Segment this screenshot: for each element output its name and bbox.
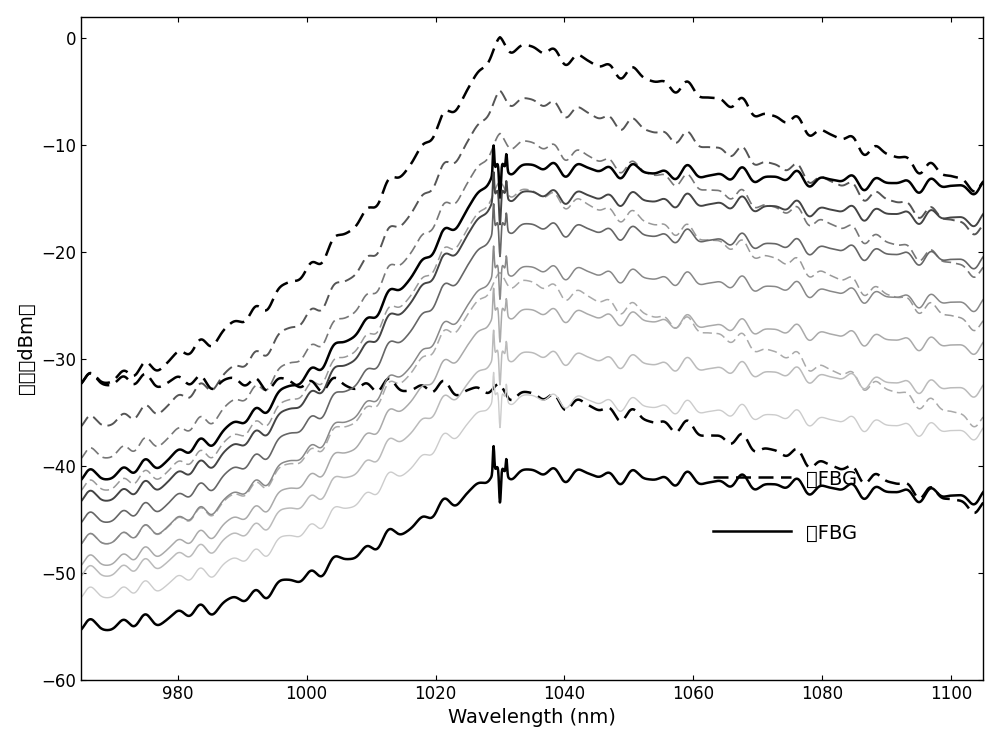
- 无FBG: [951, 173, 963, 182]
- 无FBG: [786, 115, 798, 124]
- 有FBG: [490, 161, 502, 170]
- 无FBG: [494, 33, 506, 42]
- Line: 无FBG: 无FBG: [81, 37, 983, 384]
- 无FBG: [121, 368, 133, 376]
- 有FBG: [977, 177, 989, 186]
- 有FBG: [75, 475, 87, 484]
- 无FBG: [490, 39, 502, 48]
- 有FBG: [488, 141, 500, 150]
- 有FBG: [121, 464, 133, 473]
- X-axis label: Wavelength (nm): Wavelength (nm): [448, 708, 616, 728]
- 有FBG: [952, 181, 964, 190]
- Y-axis label: 功率（dBm）: 功率（dBm）: [17, 303, 36, 394]
- 有FBG: [786, 170, 798, 179]
- 无FBG: [977, 177, 989, 186]
- 有FBG: [951, 181, 963, 190]
- 有FBG: [514, 162, 526, 171]
- 无FBG: [75, 379, 87, 388]
- 无FBG: [952, 173, 964, 182]
- Line: 有FBG: 有FBG: [81, 146, 983, 480]
- 无FBG: [514, 42, 526, 51]
- Legend: 无FBG, 有FBG: 无FBG, 有FBG: [705, 461, 865, 551]
